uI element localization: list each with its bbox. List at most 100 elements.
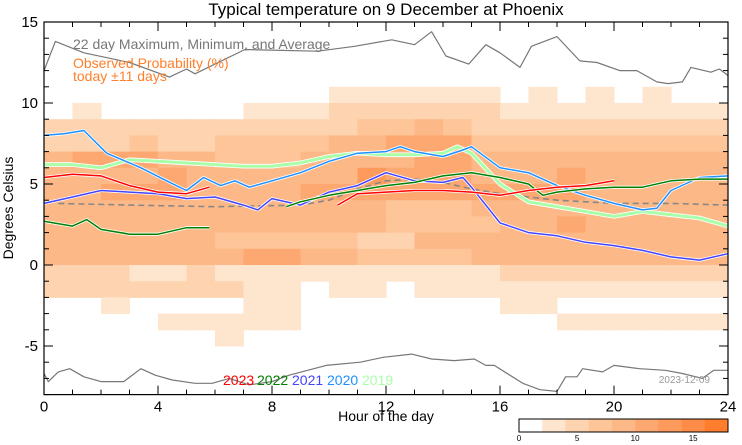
heatmap-cell (329, 135, 358, 153)
series-lines (43, 31, 729, 392)
range-legend-text: 22 day Maximum, Minimum, and Average (73, 36, 331, 52)
heatmap-cell (215, 216, 244, 234)
x-axis-label: Hour of the day (338, 408, 434, 424)
heatmap-cell (129, 200, 159, 217)
heatmap-cell (500, 265, 529, 282)
heatmap-cell (44, 248, 73, 266)
heatmap-cell (614, 232, 643, 250)
heatmap-cell (585, 167, 615, 185)
heatmap-cell (272, 184, 301, 201)
heatmap-cell (272, 135, 301, 153)
heatmap-cell (585, 265, 615, 282)
heatmap-cell (186, 232, 216, 250)
y-tick-label: 10 (21, 95, 38, 112)
heatmap-cell (357, 200, 387, 217)
heatmap-cell (471, 200, 501, 217)
x-tick-label: 12 (378, 399, 395, 416)
series-line-2022 (43, 218, 210, 235)
heatmap-cell (471, 135, 501, 153)
heatmap-cell (329, 167, 358, 185)
heatmap-cell (243, 281, 273, 298)
heatmap-cell (500, 232, 529, 250)
x-tick-label: 8 (268, 399, 276, 416)
heatmap-cell (443, 151, 472, 169)
heatmap-cell (443, 86, 472, 104)
heatmap-cell (101, 281, 130, 298)
heatmap-cell (72, 265, 102, 282)
heatmap-cell (215, 265, 244, 282)
x-tick-label: 24 (720, 399, 737, 416)
heatmap-cell (528, 167, 558, 185)
heatmap-cell (129, 119, 159, 136)
heatmap-cell (557, 119, 586, 136)
heatmap-cell (272, 313, 301, 331)
heatmap-cell (471, 216, 501, 234)
heatmap-cell (699, 200, 729, 217)
heatmap-cell (585, 103, 615, 120)
heatmap-cell (300, 265, 330, 282)
heatmap-cell (528, 297, 558, 315)
y-axis-label: Degrees Celsius (0, 157, 16, 260)
heatmap-cell (414, 216, 444, 234)
heatmap-cell (186, 135, 216, 153)
heatmap-cell (671, 232, 700, 250)
y-tick-label: 0 (30, 257, 38, 274)
colorbar-swatch (635, 419, 659, 432)
heatmap-cell (272, 232, 301, 250)
heatmap-cell (300, 248, 330, 266)
heatmap-cell (414, 265, 444, 282)
heatmap-cell (471, 281, 501, 298)
heatmap-cell (585, 248, 615, 266)
colorbar-tick-label: 10 (631, 434, 640, 443)
heatmap-cell (614, 216, 643, 234)
heatmap-cell (72, 216, 102, 234)
heatmap-cell (101, 119, 130, 136)
series-line-22-day-minimum (43, 353, 728, 392)
series-line-2022 (286, 171, 728, 208)
series-line-2021 (43, 171, 729, 261)
colorbar-swatch (611, 419, 636, 432)
heatmap-cell (329, 232, 358, 250)
heatmap-cell (614, 265, 643, 282)
series-line-2020 (43, 129, 729, 211)
colorbar: 0 5 10 15 (517, 418, 729, 443)
colorbar-swatch (658, 419, 682, 432)
heatmap-cell (699, 119, 729, 136)
heatmap-cell (528, 119, 558, 136)
probability-legend-line2: today ±11 days (73, 68, 167, 84)
colorbar-tick-label: 0 (517, 434, 522, 443)
heatmap-cell (557, 151, 586, 169)
heatmap-cell (528, 135, 558, 153)
heatmap-cell (272, 265, 301, 282)
x-tick-label: 4 (154, 399, 162, 416)
heatmap-cell (72, 281, 102, 298)
heatmap-cell (44, 119, 73, 136)
heatmap-cell (158, 232, 187, 250)
heatmap-cell (186, 248, 216, 266)
heatmap-cell (699, 313, 729, 331)
heatmap-cell (329, 281, 358, 298)
heatmap-cell (243, 135, 273, 153)
heatmap-cell (585, 135, 615, 153)
heatmap-cell (471, 103, 501, 120)
probability-legend-line1: Observed Probability (%) (73, 55, 229, 71)
heatmap-cell (414, 281, 444, 298)
heatmap-cell (357, 167, 387, 185)
heatmap-cell (386, 86, 415, 104)
heatmap-cell (186, 265, 216, 282)
heatmap-cell (557, 135, 586, 153)
heatmap-cell (215, 184, 244, 201)
heatmap-cell (642, 86, 672, 104)
year-legend-2022: 2022 (257, 372, 288, 388)
heatmap-cell (585, 119, 615, 136)
date-stamp: 2023-12-09 (659, 375, 711, 386)
heatmap-cell (186, 313, 216, 331)
heatmap-cell (329, 248, 358, 266)
heatmap-cell (158, 248, 187, 266)
heatmap-cell (528, 232, 558, 250)
heatmap-cell (671, 313, 700, 331)
heatmap-cell (557, 313, 586, 331)
heatmap-cell (699, 281, 729, 298)
heatmap-cell (386, 265, 415, 282)
heatmap-cell (614, 167, 643, 185)
